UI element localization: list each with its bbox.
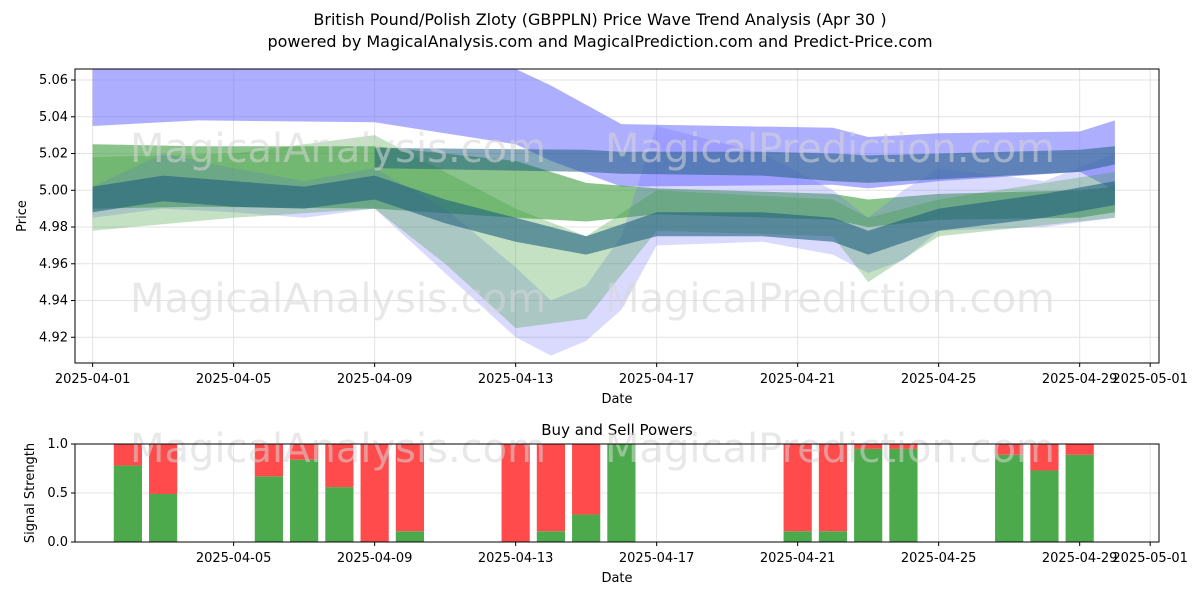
sell-bar [1030, 444, 1059, 471]
signal-x-tick-label: 2025-04-17 [619, 551, 695, 566]
price-y-tick-label: 4.92 [39, 330, 68, 345]
price-y-tick-label: 5.02 [39, 147, 68, 162]
buy-bar [290, 459, 319, 542]
signal-watermarks: MagicalAnalysis.com MagicalPrediction.co… [130, 426, 1055, 472]
buy-bar [783, 531, 812, 542]
sell-bar [149, 444, 178, 494]
signal-y-tick-label: 1.0 [47, 437, 68, 452]
signal-x-tick-label: 2025-05-01 [1112, 551, 1188, 566]
buy-bar [607, 444, 636, 542]
signal-x-axis-label: Date [601, 571, 632, 586]
buy-bar [889, 448, 918, 542]
watermark-right-signal: MagicalPrediction.com [605, 426, 1055, 472]
price-bands [92, 69, 1115, 356]
sell-bar [501, 444, 530, 542]
price-y-tick-label: 5.04 [39, 110, 68, 125]
sell-bar [1065, 444, 1094, 455]
watermark-right-lower: MagicalPrediction.com [605, 276, 1055, 322]
price-y-tick-label: 4.98 [39, 220, 68, 235]
signal-x-tick-label: 2025-04-09 [337, 551, 413, 566]
watermark-left-upper: MagicalAnalysis.com [130, 126, 546, 172]
price-y-axis-label: Price [15, 200, 30, 232]
sell-bar [113, 444, 142, 466]
sell-bar [572, 444, 601, 515]
sell-bar [290, 444, 319, 460]
price-x-tick-label: 2025-04-17 [619, 372, 695, 387]
signal-plot: Buy and Sell Powers MagicalAnalysis.com … [23, 421, 1188, 586]
sell-bar [325, 444, 354, 488]
signal-y-axis-label: Signal Strength [23, 443, 38, 543]
watermark-left-signal: MagicalAnalysis.com [130, 426, 546, 472]
price-y-tick-label: 4.96 [39, 257, 68, 272]
buy-bar [818, 531, 848, 542]
buy-bar [395, 531, 424, 542]
price-x-axis-label: Date [601, 392, 632, 407]
buy-bar [1065, 454, 1094, 542]
price-x-tick-label: 2025-04-09 [337, 372, 413, 387]
buy-bar [572, 514, 601, 542]
buy-bar [995, 454, 1024, 542]
buy-bar [254, 476, 283, 542]
sell-bar [854, 444, 883, 449]
signal-y-ticks: 0.0 0.5 1.0 [47, 437, 75, 550]
price-x-tick-label: 2025-04-13 [478, 372, 554, 387]
price-x-tick-label: 2025-04-29 [1042, 372, 1118, 387]
price-y-tick-label: 5.00 [39, 183, 68, 198]
sell-bar [395, 444, 424, 532]
price-x-tick-label: 2025-04-25 [901, 372, 977, 387]
price-watermarks: MagicalAnalysis.com MagicalPrediction.co… [130, 126, 1055, 322]
price-x-tick-label: 2025-04-05 [196, 372, 272, 387]
sell-bar [360, 444, 389, 542]
sell-bar [889, 444, 918, 449]
price-y-tick-label: 4.94 [39, 294, 68, 309]
price-x-ticks: 2025-04-01 2025-04-05 2025-04-09 2025-04-13… [55, 363, 1188, 387]
watermark-right-upper: MagicalPrediction.com [605, 126, 1055, 172]
signal-x-tick-label: 2025-04-25 [901, 551, 977, 566]
sell-bar [995, 444, 1024, 455]
sell-bar [818, 444, 848, 532]
price-x-tick-label: 2025-04-21 [760, 372, 836, 387]
buy-bar [1030, 470, 1059, 542]
price-plot: MagicalAnalysis.com MagicalPrediction.co… [15, 68, 1188, 407]
buy-bar [113, 465, 142, 542]
watermark-left-lower: MagicalAnalysis.com [130, 276, 546, 322]
buy-bar [854, 448, 883, 542]
price-band-1 [92, 144, 1115, 227]
signal-bars [113, 444, 1094, 542]
buy-bar [536, 531, 566, 542]
sell-bar [783, 444, 812, 532]
signal-x-tick-label: 2025-04-13 [478, 551, 554, 566]
signal-x-ticks: 2025-04-05 2025-04-09 2025-04-13 2025-04-17… [196, 542, 1188, 566]
buy-bar [149, 493, 178, 542]
price-plot-frame [74, 68, 1160, 364]
buy-bar [325, 487, 354, 542]
price-band-4 [92, 175, 1115, 255]
price-x-tick-label: 2025-04-01 [55, 372, 131, 387]
chart-subtitle: powered by MagicalAnalysis.com and Magic… [267, 32, 932, 51]
signal-x-tick-label: 2025-04-29 [1042, 551, 1118, 566]
price-y-ticks: 4.92 4.94 4.96 4.98 5.00 5.02 5.04 5.06 [39, 73, 75, 345]
signal-chart-title: Buy and Sell Powers [541, 421, 693, 439]
price-band-5 [374, 146, 1115, 183]
signal-x-tick-label: 2025-04-21 [760, 551, 836, 566]
signal-x-tick-label: 2025-04-05 [196, 551, 272, 566]
signal-y-tick-label: 0.0 [47, 535, 68, 550]
sell-bar [536, 444, 566, 532]
price-y-tick-label: 5.06 [39, 73, 68, 88]
sell-bar [254, 444, 283, 477]
chart-title: British Pound/Polish Zloty (GBPPLN) Pric… [313, 10, 886, 29]
signal-y-tick-label: 0.5 [47, 486, 68, 501]
price-x-tick-label: 2025-05-01 [1112, 372, 1188, 387]
